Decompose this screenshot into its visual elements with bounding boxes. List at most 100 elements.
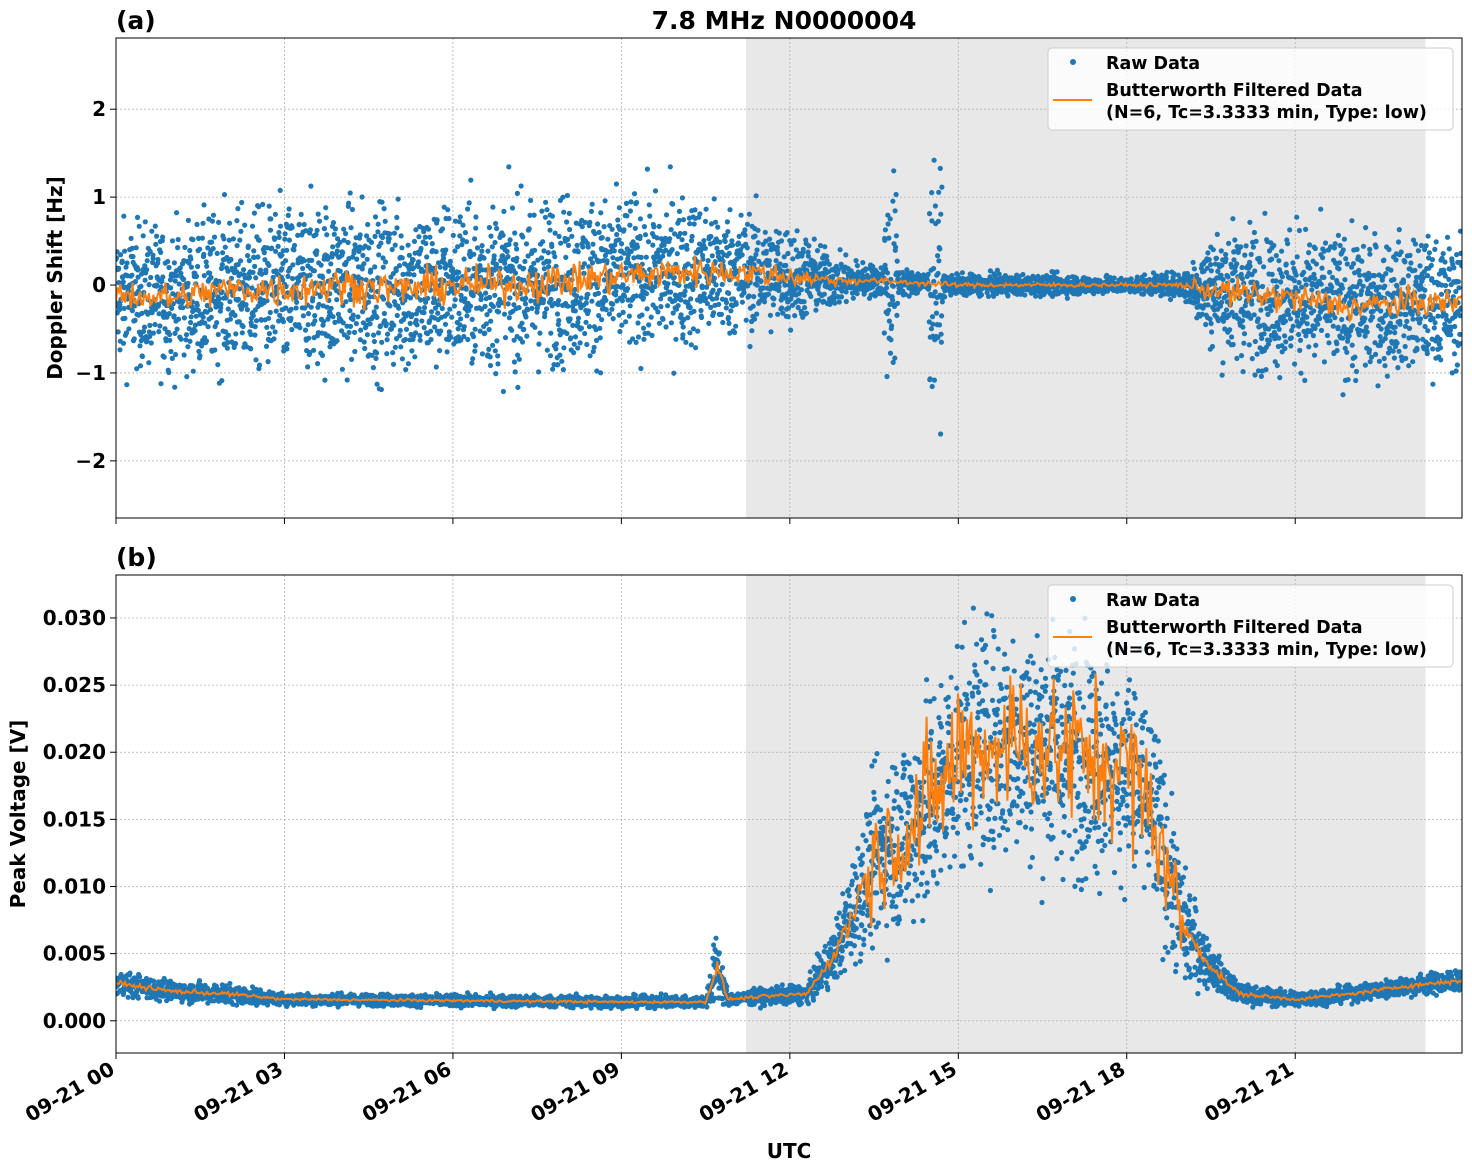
raw-data-point <box>680 217 687 223</box>
raw-data-point <box>374 314 380 320</box>
raw-data-point <box>495 361 501 367</box>
raw-data-point <box>557 352 563 358</box>
raw-data-point <box>358 327 364 333</box>
raw-data-point <box>1213 255 1220 261</box>
raw-data-point <box>398 344 404 350</box>
raw-data-point <box>687 330 693 336</box>
raw-data-point <box>723 299 730 306</box>
raw-data-point <box>461 333 467 340</box>
raw-data-point <box>463 239 470 245</box>
raw-data-point <box>1022 292 1028 298</box>
raw-data-point <box>761 299 768 305</box>
raw-data-point <box>716 287 723 293</box>
raw-data-point <box>478 296 484 303</box>
raw-data-point <box>378 240 384 246</box>
raw-data-point <box>726 277 733 283</box>
raw-data-point <box>1249 272 1255 278</box>
raw-data-point <box>776 284 782 290</box>
raw-data-point <box>1382 335 1388 342</box>
raw-data-point <box>543 199 549 205</box>
raw-data-point <box>1352 354 1358 360</box>
raw-data-point <box>727 207 733 213</box>
raw-data-point <box>1218 272 1224 278</box>
raw-data-point <box>1252 338 1258 345</box>
raw-data-point <box>437 348 443 354</box>
raw-data-point <box>593 337 600 343</box>
raw-data-point <box>678 312 684 318</box>
raw-data-point <box>506 164 512 170</box>
raw-data-point <box>327 344 333 350</box>
raw-data-point <box>1164 269 1170 275</box>
raw-data-point <box>541 248 547 254</box>
raw-data-point <box>280 277 286 283</box>
raw-data-point <box>252 324 258 330</box>
raw-data-point <box>1382 283 1388 289</box>
raw-data-point <box>418 245 424 252</box>
raw-data-point <box>1293 272 1299 278</box>
raw-data-point <box>273 308 279 314</box>
raw-data-point <box>1401 279 1407 285</box>
raw-data-point <box>1238 353 1245 359</box>
raw-data-point <box>240 323 246 330</box>
raw-data-point <box>1442 321 1448 327</box>
raw-data-point <box>1370 314 1376 320</box>
raw-data-point <box>1447 266 1453 272</box>
raw-data-point <box>1370 281 1376 287</box>
raw-data-point <box>754 247 760 253</box>
raw-data-point <box>396 291 402 297</box>
raw-data-point <box>369 352 375 358</box>
raw-data-point <box>403 367 409 373</box>
raw-data-point <box>193 313 199 319</box>
raw-data-point <box>1332 315 1338 321</box>
raw-data-point <box>736 241 742 247</box>
raw-data-point <box>1243 243 1249 249</box>
raw-data-point <box>1340 247 1346 253</box>
raw-data-point <box>646 202 652 208</box>
raw-data-point <box>1207 316 1213 322</box>
raw-data-point <box>433 249 439 255</box>
raw-data-point <box>479 243 485 249</box>
raw-data-point <box>936 258 942 264</box>
raw-data-point <box>435 310 441 316</box>
raw-data-point <box>1376 358 1382 364</box>
raw-data-point <box>751 316 758 322</box>
raw-data-point <box>311 347 317 353</box>
raw-data-point <box>1375 383 1381 389</box>
raw-data-point <box>1259 335 1265 341</box>
raw-data-point <box>687 304 693 311</box>
raw-data-point <box>394 225 400 231</box>
raw-data-point <box>547 353 554 359</box>
raw-data-point <box>249 223 256 229</box>
raw-data-point <box>156 329 162 335</box>
raw-data-point <box>1278 279 1284 285</box>
raw-data-point <box>1410 359 1416 365</box>
raw-data-point <box>630 336 636 342</box>
raw-data-point <box>768 329 774 335</box>
raw-data-point <box>481 255 487 261</box>
raw-data-point <box>709 253 715 259</box>
raw-data-point <box>542 214 549 220</box>
raw-data-point <box>1387 329 1393 335</box>
raw-data-point <box>411 238 418 244</box>
raw-data-point <box>933 300 939 306</box>
raw-data-point <box>1382 363 1388 369</box>
raw-data-point <box>830 273 836 279</box>
raw-data-point <box>1304 321 1310 327</box>
raw-data-point <box>285 212 291 218</box>
raw-data-point <box>1313 342 1319 348</box>
raw-data-point <box>186 260 192 266</box>
raw-data-point <box>130 254 136 260</box>
raw-data-point <box>479 351 485 357</box>
raw-data-point <box>185 217 191 223</box>
raw-data-point <box>590 348 596 355</box>
raw-data-point <box>1203 321 1209 328</box>
raw-data-point <box>251 248 257 254</box>
raw-data-point <box>621 227 627 233</box>
raw-data-point <box>1366 347 1372 353</box>
raw-data-point <box>427 318 433 324</box>
raw-data-point <box>588 256 594 262</box>
raw-data-point <box>463 286 469 292</box>
raw-data-point <box>1340 335 1346 341</box>
raw-data-point <box>266 315 272 321</box>
raw-data-point <box>585 244 591 250</box>
